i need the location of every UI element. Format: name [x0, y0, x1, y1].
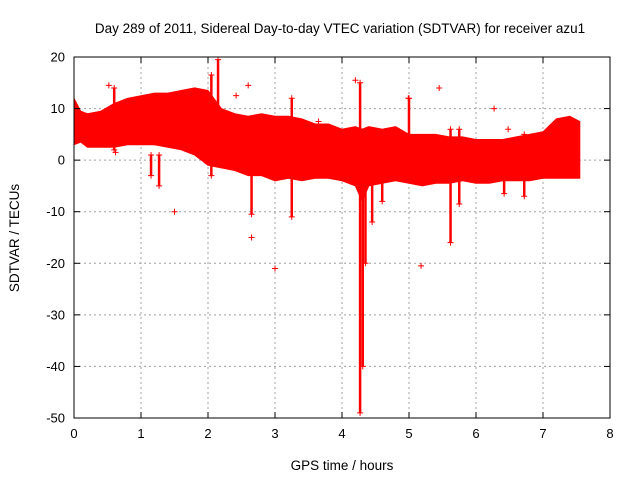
data-point [369, 219, 376, 226]
y-tick-label: 10 [51, 101, 65, 116]
axes: 0 1 2 3 4 5 6 7 8 -50 -40 -30 -20 -10 0 10 20 [46, 50, 613, 442]
data-point [245, 82, 252, 89]
data-point [436, 84, 443, 91]
data-point [352, 77, 359, 84]
x-tick-label: 3 [271, 426, 278, 441]
data-point [248, 157, 255, 164]
data-band [73, 87, 581, 203]
data-point [521, 131, 528, 138]
data-point [357, 409, 364, 416]
x-axis-title: GPS time / hours [291, 458, 394, 473]
x-tick-label: 7 [539, 426, 546, 441]
x-tick-label: 8 [606, 426, 613, 441]
x-tick-label: 5 [405, 426, 412, 441]
x-tick-label: 0 [70, 426, 77, 441]
data-point [369, 177, 376, 184]
data-point [491, 105, 498, 112]
data-point [105, 82, 112, 89]
y-tick-label: 20 [51, 50, 65, 65]
y-tick-label: -40 [46, 359, 65, 374]
x-tick-label: 6 [472, 426, 479, 441]
y-tick-label: -20 [46, 256, 65, 271]
data-point [156, 182, 163, 189]
data-point [148, 151, 155, 158]
data-point [111, 84, 118, 91]
data-point [171, 208, 178, 215]
data-point [456, 126, 463, 133]
data-point [405, 95, 412, 102]
data-point [288, 95, 295, 102]
y-tick-label: 0 [58, 153, 65, 168]
y-tick-label: -30 [46, 307, 65, 322]
data-point [359, 363, 366, 370]
data-point [148, 172, 155, 179]
data-point [248, 211, 255, 218]
data-point [418, 262, 425, 269]
data-point [501, 190, 508, 197]
data-point [456, 200, 463, 207]
data-point [248, 234, 255, 241]
data-point [357, 79, 364, 86]
data-point [156, 151, 163, 158]
chart-title: Day 289 of 2011, Sidereal Day-to-day VTE… [95, 21, 585, 36]
data-point [379, 177, 386, 184]
x-tick-label: 1 [137, 426, 144, 441]
plot-area [73, 56, 581, 416]
data-point [359, 157, 366, 164]
data-point [288, 213, 295, 220]
data-point [379, 198, 386, 205]
y-tick-label: -10 [46, 204, 65, 219]
data-point [233, 92, 240, 99]
data-point [272, 265, 278, 272]
data-point [505, 126, 512, 133]
data-point [447, 239, 454, 246]
data-point [112, 149, 119, 156]
data-point [208, 172, 215, 179]
data-point [501, 141, 508, 148]
x-tick-label: 2 [204, 426, 211, 441]
data-point [406, 172, 412, 179]
data-point [215, 56, 222, 63]
data-point [362, 260, 369, 267]
data-point [447, 126, 454, 133]
data-point [362, 177, 369, 184]
x-tick-label: 4 [338, 426, 345, 441]
data-point [208, 72, 215, 79]
data-point [521, 193, 528, 200]
y-tick-label: -50 [46, 411, 65, 426]
data-point [215, 157, 222, 164]
y-axis-title: SDTVAR / TECUs [7, 184, 22, 293]
data-point [111, 146, 118, 153]
data-point [315, 118, 322, 125]
